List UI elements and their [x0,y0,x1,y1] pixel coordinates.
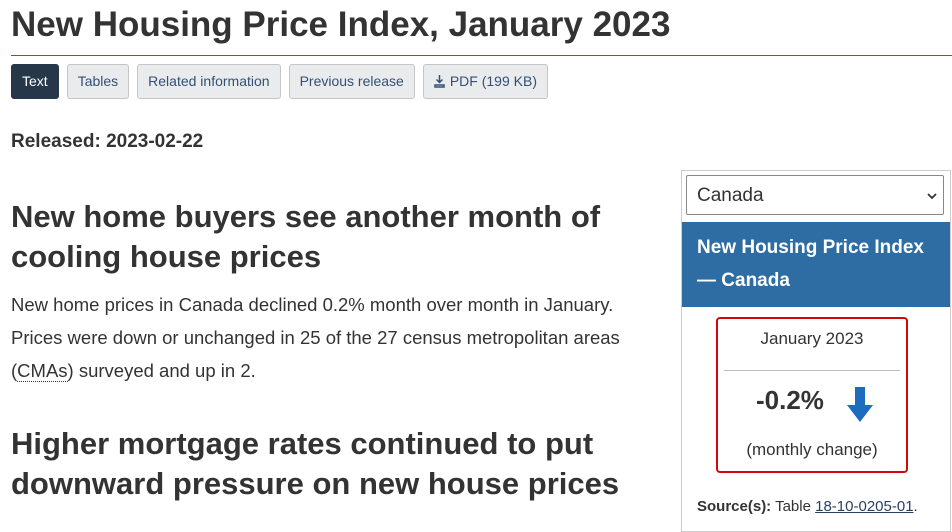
period: January 2023 [760,329,864,348]
release-date: Released: 2023-02-22 [11,131,203,153]
heading: Higher mortgage rates continued to put d… [11,426,620,501]
chevron [927,193,937,200]
source: Source(s): Table 18-10-0205-01. [697,498,918,515]
tab[interactable]: PDF (199 KB) [422,64,548,99]
source-label: Source(s): [697,498,772,515]
change-label: (monthly change) [746,440,878,459]
source-text: Table [775,498,811,515]
tab[interactable]: Related information [137,64,281,99]
abbreviation: CMAs [17,360,68,382]
region-select[interactable]: Canada [686,175,944,215]
pdf-icon [434,75,445,88]
page-title: New Housing Price Index, January 2023 [11,5,671,44]
separator [724,370,900,371]
tab[interactable]: Previous release [288,64,415,99]
page: New Housing Price Index, January 2023 Te… [11,5,952,532]
text: ) surveyed and up in 2. [67,360,256,381]
tab[interactable]: Text [11,64,59,99]
tab[interactable]: Tables [66,64,130,99]
source-link[interactable]: 18-10-0205-01 [815,498,914,515]
paragraph: New home prices in Canada declined 0.2% … [11,288,651,387]
sidebar: Canada New Housing Price Index — Canada … [681,170,951,532]
title-rule [11,55,952,56]
highlight-box: January 2023 -0.2% (monthly change) [716,317,908,473]
source-end: . [913,498,918,515]
down-arrow [847,387,873,422]
text: New home prices in Canada declined 0.2% … [11,294,620,381]
release-value: 2023-02-22 [106,131,204,152]
tab-bar: Text Tables Related information Previous… [11,64,548,99]
select-value: Canada [697,185,764,206]
tab-label: PDF (199 KB) [449,73,537,89]
release-label: Released: [11,131,101,152]
panel-title: New Housing Price Index — Canada [682,222,950,307]
change-value: -0.2% [756,385,824,415]
headline: New home buyers see another month of coo… [11,199,601,274]
